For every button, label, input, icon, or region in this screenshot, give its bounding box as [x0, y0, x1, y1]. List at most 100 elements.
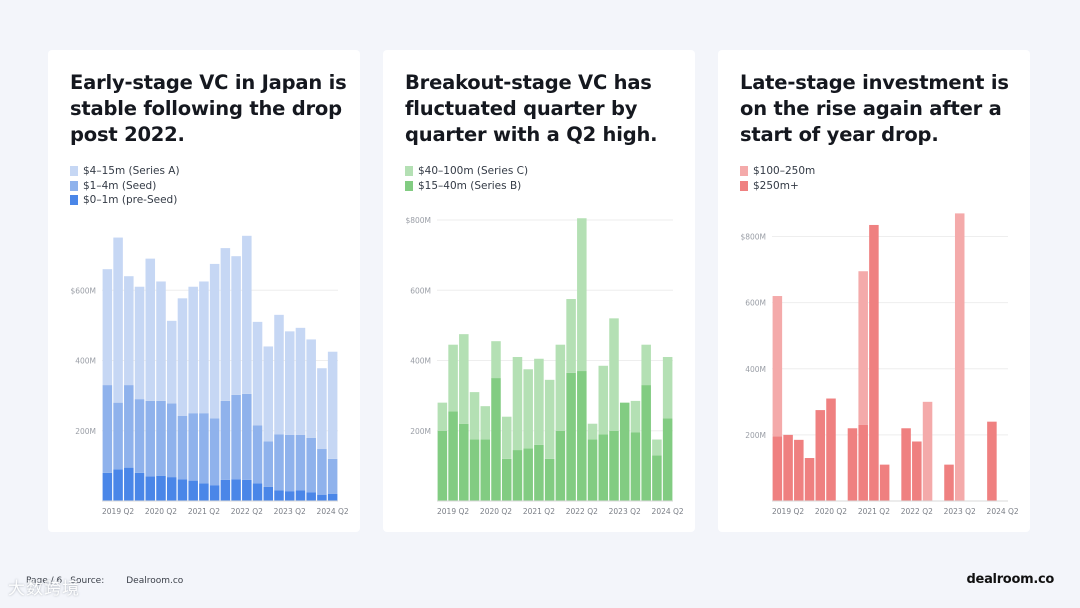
bar-segment — [641, 344, 651, 386]
bar-segment — [166, 477, 177, 501]
bar-segment — [772, 436, 783, 501]
x-tick-label: 2024 Q2 — [317, 507, 349, 516]
bar-segment — [448, 344, 458, 412]
x-tick-label: 2019 Q2 — [437, 507, 469, 516]
bar-segment — [815, 410, 826, 501]
bar-segment — [242, 393, 252, 480]
x-tick-label: 2019 Q2 — [772, 507, 804, 516]
bar-segment — [220, 479, 231, 501]
bar-segment — [156, 400, 166, 476]
y-tick-label: 600M — [745, 299, 766, 308]
y-tick-label: 600M — [410, 286, 431, 295]
legend-label: $4–15m (Series A) — [83, 165, 180, 178]
bar-segment — [469, 392, 480, 440]
bar-segment — [252, 483, 263, 501]
bar-segment — [231, 479, 241, 501]
y-tick-label: 400M — [745, 365, 766, 374]
legend-swatch — [405, 180, 413, 191]
bar-segment — [113, 402, 123, 470]
bar-segment — [630, 432, 641, 501]
legend-swatch — [70, 195, 78, 206]
bar-segment — [134, 472, 145, 501]
bar-segment — [231, 394, 241, 480]
bar-segment — [609, 318, 619, 431]
bar-segment — [306, 437, 316, 493]
bar-segment — [437, 430, 448, 501]
bar-segment — [652, 439, 662, 456]
bar-segment — [252, 321, 263, 426]
bar-segment — [879, 464, 890, 501]
bar-segment — [284, 491, 295, 501]
bar-segment — [295, 490, 306, 501]
bar-segment — [598, 434, 609, 501]
bar-segment — [901, 428, 911, 501]
bar-segment — [242, 479, 252, 501]
bar-segment — [113, 469, 123, 501]
y-tick-label: $800M — [740, 233, 766, 242]
bar-segment — [124, 276, 134, 386]
chart-legend: $40–100m (Series C) $15–40m (Series B) — [405, 164, 528, 193]
bar-segment — [327, 458, 338, 494]
bar-segment — [534, 358, 544, 445]
bar-segment — [783, 434, 793, 501]
x-tick-label: 2019 Q2 — [102, 507, 134, 516]
x-tick-label: 2022 Q2 — [231, 507, 263, 516]
chart-legend: $4–15m (Series A) $1–4m (Seed) $0–1m (pre-… — [70, 164, 180, 208]
chart-title: Late-stage investment is on the rise aga… — [740, 71, 1009, 146]
legend-item: $1–4m (Seed) — [70, 179, 180, 194]
legend-item: $15–40m (Series B) — [405, 179, 528, 194]
bar-segment — [459, 334, 469, 424]
bar-segment — [145, 258, 156, 401]
bar-segment — [177, 415, 188, 480]
bar-segment — [598, 365, 609, 435]
x-tick-label: 2024 Q2 — [652, 507, 684, 516]
bar-segment — [317, 368, 327, 450]
bar-segment — [566, 372, 576, 501]
x-tick-label: 2021 Q2 — [523, 507, 555, 516]
y-tick-label: 200M — [410, 427, 431, 436]
bar-segment — [199, 413, 209, 484]
bar-segment — [912, 441, 922, 501]
legend-item: $40–100m (Series C) — [405, 164, 528, 179]
x-tick-label: 2020 Q2 — [815, 507, 847, 516]
bar-segment — [274, 314, 284, 435]
legend-label: $250m+ — [753, 179, 799, 192]
bar-segment — [987, 421, 997, 501]
bar-segment — [231, 256, 241, 395]
bar-segment — [188, 413, 198, 481]
bar-segment — [252, 425, 263, 484]
bar-segment — [177, 298, 188, 416]
bar-segment — [437, 402, 448, 431]
bar-segment — [102, 472, 113, 501]
bar-segment — [124, 467, 134, 501]
legend-swatch — [70, 166, 78, 177]
bar-segment — [577, 218, 587, 372]
legend-label: $100–250m — [753, 165, 816, 178]
bar-segment — [501, 458, 512, 501]
bar-segment — [491, 378, 501, 501]
bar-segment — [156, 475, 166, 501]
bar-segment — [652, 455, 662, 501]
bar-segment — [145, 400, 156, 477]
bar-segment — [102, 385, 113, 473]
bar-segment — [869, 224, 879, 502]
legend-swatch — [405, 166, 413, 177]
bar-segment — [209, 418, 220, 486]
bar-segment — [327, 351, 338, 459]
x-tick-label: 2022 Q2 — [901, 507, 933, 516]
bar-segment — [156, 281, 166, 401]
bar-segment — [523, 448, 533, 501]
x-tick-label: 2021 Q2 — [858, 507, 890, 516]
x-tick-label: 2024 Q2 — [987, 507, 1019, 516]
legend-swatch — [740, 180, 748, 191]
chart-legend: $100–250m $250m+ — [740, 164, 815, 193]
breakout-stage-card: Breakout-stage VC has fluctuated quarter… — [383, 50, 695, 532]
legend-item: $250m+ — [740, 179, 815, 194]
bar-segment — [209, 263, 220, 419]
source-label: Source: — [70, 576, 105, 586]
legend-item: $100–250m — [740, 164, 815, 179]
bar-segment — [922, 401, 933, 501]
legend-label: $0–1m (pre-Seed) — [83, 194, 178, 207]
bar-segment — [555, 344, 566, 431]
bar-segment — [134, 399, 145, 473]
